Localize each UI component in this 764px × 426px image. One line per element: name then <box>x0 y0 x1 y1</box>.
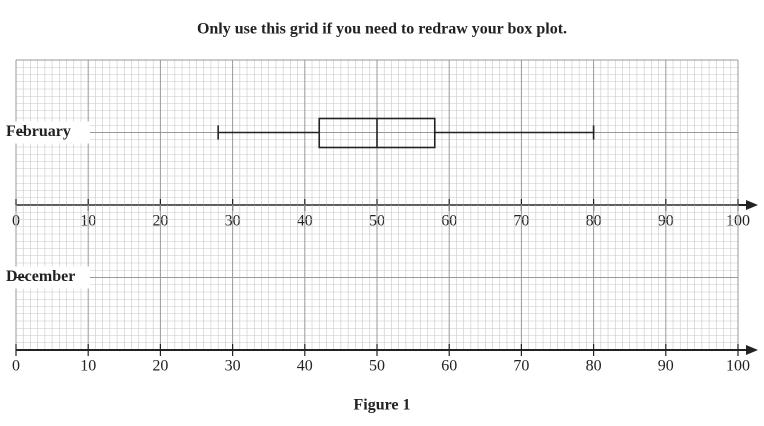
x-tick-label: 30 <box>225 358 241 375</box>
tick-label-bg <box>4 358 28 375</box>
x-tick-label: 50 <box>369 358 385 375</box>
figure-caption: Figure 1 <box>353 397 410 414</box>
tick-label-bg <box>220 358 245 375</box>
tick-label-bg <box>726 358 750 375</box>
tick-label-bg <box>653 358 678 375</box>
x-tick-label: 70 <box>513 358 529 375</box>
x-tick-label: 80 <box>586 358 602 375</box>
tick-label-bg <box>365 358 389 375</box>
x-tick-label: 40 <box>297 358 313 375</box>
tick-label-bg <box>581 358 606 375</box>
category-label: December <box>6 268 75 285</box>
category-label-bg <box>4 266 90 289</box>
category-label: February <box>6 123 71 140</box>
category-label-bg <box>4 121 90 144</box>
tick-label-bg <box>437 358 462 375</box>
x-tick-label: 10 <box>80 358 96 375</box>
tick-label-bg <box>292 358 317 375</box>
tick-label-bg <box>148 358 173 375</box>
x-tick-label: 60 <box>441 358 457 375</box>
x-tick-label: 100 <box>726 358 750 375</box>
tick-label-bg <box>76 358 101 375</box>
x-tick-label: 90 <box>658 358 674 375</box>
x-tick-label: 20 <box>152 358 168 375</box>
x-tick-label: 0 <box>12 358 20 375</box>
axis-arrow <box>746 345 758 355</box>
tick-label-bg <box>509 358 534 375</box>
chart-title: Only use this grid if you need to redraw… <box>197 21 567 38</box>
axis-arrow <box>746 200 758 210</box>
